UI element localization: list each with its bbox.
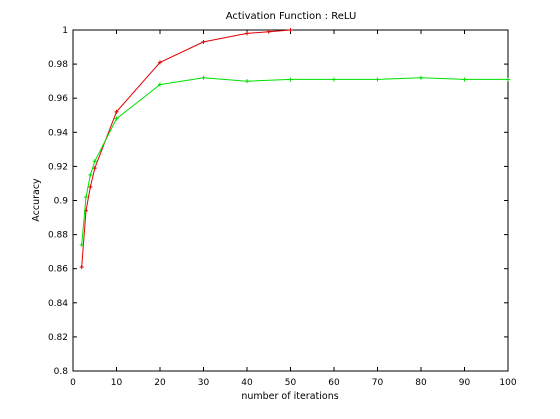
data-point (88, 184, 93, 189)
data-point (79, 264, 84, 269)
data-point (114, 116, 119, 121)
x-tick-label: 20 (154, 378, 166, 388)
data-point (288, 77, 293, 82)
data-point (92, 159, 97, 164)
axis-ticks: 0 10 20 30 40 50 60 70 80 90 100 0.8 0.82 0.84 0.86 0.8… (48, 26, 517, 388)
series-layer (79, 28, 510, 269)
data-point (84, 195, 89, 200)
y-tick-label: 0.9 (54, 197, 69, 207)
data-point (375, 77, 380, 82)
data-point (245, 31, 249, 36)
x-tick-label: 70 (372, 378, 384, 388)
x-tick-label: 90 (459, 378, 471, 388)
data-point (245, 79, 249, 84)
y-tick-label: 1 (62, 26, 68, 36)
y-tick-label: 0.86 (48, 265, 68, 275)
y-tick-label: 0.82 (48, 333, 68, 343)
data-point (201, 75, 206, 80)
data-point (462, 77, 467, 82)
chart-title: Activation Function : ReLU (226, 11, 357, 22)
data-point (506, 77, 510, 82)
y-tick-label: 0.94 (48, 128, 68, 138)
y-tick-label: 0.8 (54, 367, 69, 377)
y-tick-label: 0.98 (48, 60, 68, 70)
series-line-1 (81, 29, 291, 268)
data-point (158, 82, 162, 87)
data-point (419, 75, 423, 80)
data-point (92, 166, 97, 171)
x-axis-label: number of iterations (241, 391, 338, 402)
data-point (288, 28, 293, 32)
data-point (88, 172, 93, 177)
x-tick-label: 80 (415, 378, 427, 388)
data-point (79, 242, 84, 247)
data-point (158, 60, 162, 65)
x-tick-label: 10 (111, 378, 123, 388)
y-tick-label: 0.88 (48, 231, 68, 241)
x-tick-label: 100 (499, 378, 516, 388)
x-tick-label: 0 (70, 378, 76, 388)
data-point (266, 29, 271, 34)
y-tick-label: 0.92 (48, 162, 68, 172)
y-axis-label: Accuracy (31, 178, 42, 222)
x-tick-label: 30 (198, 378, 210, 388)
x-tick-label: 50 (285, 378, 297, 388)
y-tick-label: 0.96 (48, 94, 68, 104)
data-point (114, 109, 119, 114)
series-line-2 (81, 77, 508, 245)
x-tick-label: 60 (328, 378, 340, 388)
y-tick-label: 0.84 (48, 299, 68, 309)
plot-area-frame (72, 29, 509, 372)
data-point (201, 39, 206, 44)
data-point (332, 77, 336, 82)
x-tick-label: 40 (241, 378, 253, 388)
